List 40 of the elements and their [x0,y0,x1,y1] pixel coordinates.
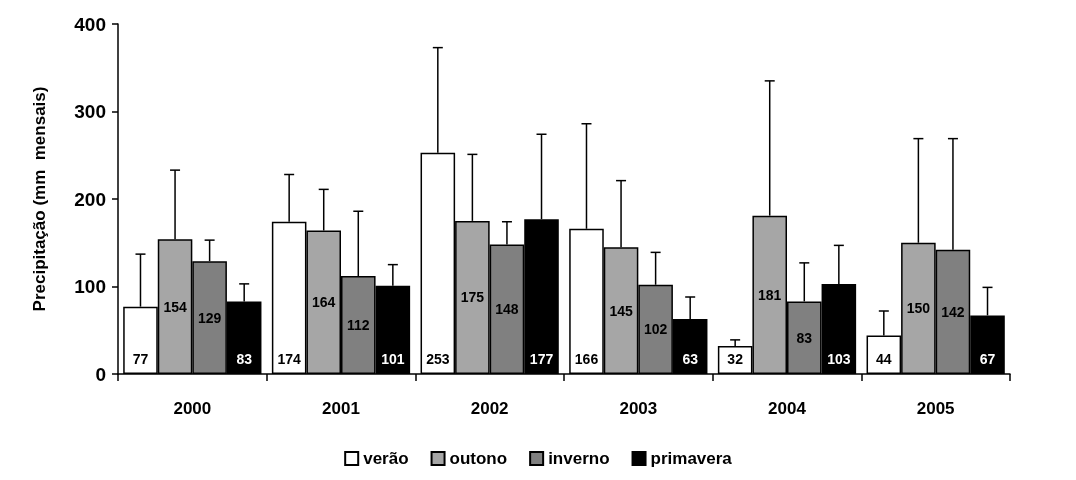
data-label: 181 [758,286,782,303]
data-label: 129 [197,309,222,326]
y-tick-label: 200 [74,188,106,210]
y-tick-label: 400 [74,13,106,35]
x-tick-label: 2001 [322,399,360,418]
x-tick-label: 2002 [470,399,509,418]
data-label: 67 [979,351,996,367]
x-tick-label: 2004 [768,399,807,418]
y-tick-label: 0 [95,363,106,385]
data-label: 63 [682,351,699,367]
data-label: 177 [529,351,554,367]
data-label: 32 [727,351,744,367]
data-label: 166 [574,351,599,367]
x-tick-label: 2003 [619,399,658,418]
data-label: 164 [312,294,336,311]
y-tick-label: 300 [74,101,106,122]
legend-label: outono [449,449,508,468]
x-tick-label: 2005 [916,399,955,418]
data-label: 102 [643,321,668,338]
legend-label: inverno [548,449,610,468]
data-label: 154 [163,298,187,315]
data-label: 253 [426,351,450,367]
data-label: 174 [277,351,302,367]
data-label: 148 [495,301,519,318]
data-label: 83 [796,329,813,346]
legend-label: primavera [650,449,733,468]
data-label: 83 [236,351,253,367]
data-label: 175 [460,289,485,306]
x-tick-label: 2000 [173,399,212,418]
legend-label: verão [363,449,409,468]
data-label: 145 [609,302,633,319]
data-label: 142 [941,303,965,320]
data-label: 44 [876,351,892,367]
data-label: 112 [346,317,370,333]
data-label: 77 [132,351,149,367]
y-axis-title: Precipitação (mm mensais) [30,86,49,312]
data-label: 101 [381,351,405,367]
y-tick-label: 100 [74,276,106,297]
data-label: 103 [827,351,851,367]
data-label: 150 [906,300,931,317]
